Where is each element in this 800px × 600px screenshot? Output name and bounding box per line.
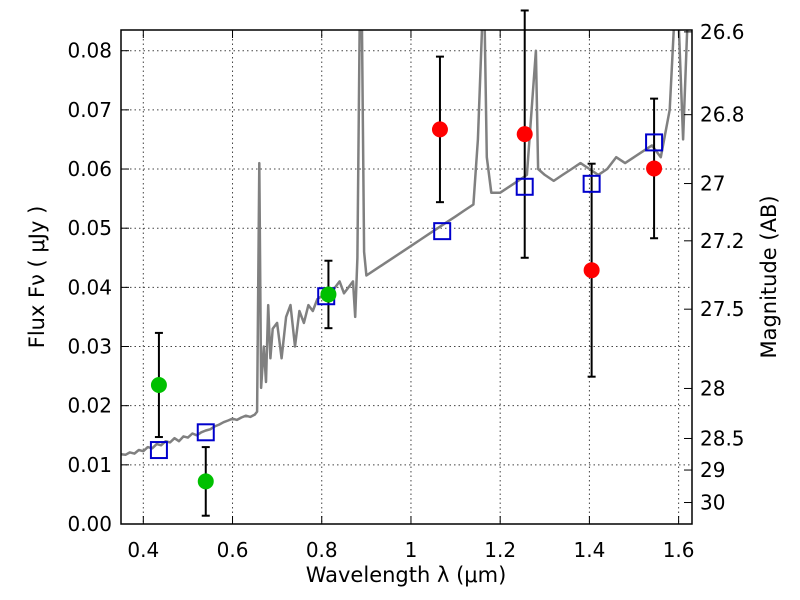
observed-photometry-point (320, 286, 337, 303)
model-photometry-square (433, 222, 452, 241)
x-tick-label: 1 (405, 538, 418, 562)
spectrum-layer (121, 30, 689, 457)
model-photometry-square (582, 174, 601, 193)
x-tick-label: 0.8 (306, 538, 338, 562)
y2-tick-label: 26.8 (700, 103, 745, 127)
y-tick-label: 0.08 (67, 39, 112, 63)
y-tick-label: 0.07 (67, 98, 112, 122)
y2-tick-label: 28 (700, 376, 725, 400)
y2-tick-label: 27.5 (700, 297, 745, 321)
observed-photometry-point (197, 473, 214, 490)
observed-photometry-point (583, 262, 600, 279)
x-tick-label: 1.6 (663, 538, 695, 562)
model-spectrum-line (121, 30, 689, 457)
y-axis-title: Flux Fν ( μJy ) (25, 206, 49, 349)
x-tick-label: 0.4 (127, 538, 159, 562)
errorbar-layer (154, 9, 659, 517)
y2-tick-label: 26.6 (700, 20, 745, 44)
y-tick-label: 0.02 (67, 394, 112, 418)
y-tick-label: 0.00 (67, 512, 112, 536)
model-photometry-square (645, 133, 664, 152)
x-axis: 0.4 0.6 0.8 1 1.2 1.4 1.6 (127, 30, 695, 562)
y-axis-right: 26.6 26.8 27 27.2 27.5 28 28.5 29 30 (684, 20, 745, 515)
y-axis-left: 0.00 0.01 0.02 0.03 0.04 0.05 0.06 0.07 0.08 (67, 39, 129, 536)
x-axis-title: Wavelength λ (μm) (306, 563, 507, 587)
y2-tick-label: 29 (700, 458, 725, 482)
y2-tick-label: 27 (700, 172, 725, 196)
model-photometry-square (515, 177, 534, 196)
y2-tick-label: 30 (700, 491, 725, 515)
observed-photometry-point (431, 121, 448, 138)
y-tick-label: 0.04 (67, 275, 112, 299)
y2-tick-label: 28.5 (700, 426, 745, 450)
observed-photometry-layer (150, 121, 663, 490)
y-tick-label: 0.01 (67, 453, 112, 477)
y2-axis-title: Magnitude (AB) (757, 195, 781, 358)
plot-frame (120, 29, 693, 525)
y-tick-label: 0.06 (67, 157, 112, 181)
y-tick-label: 0.05 (67, 216, 112, 240)
observed-photometry-point (150, 376, 167, 393)
observed-photometry-point (516, 126, 533, 143)
x-tick-label: 1.2 (484, 538, 516, 562)
model-photometry-square (196, 423, 215, 442)
y-tick-label: 0.03 (67, 335, 112, 359)
y2-tick-label: 27.2 (700, 229, 745, 253)
x-tick-label: 1.4 (573, 538, 605, 562)
model-photometry-square (149, 441, 168, 460)
x-tick-label: 0.6 (217, 538, 249, 562)
model-photometry-layer (149, 133, 664, 460)
observed-photometry-point (646, 160, 663, 177)
